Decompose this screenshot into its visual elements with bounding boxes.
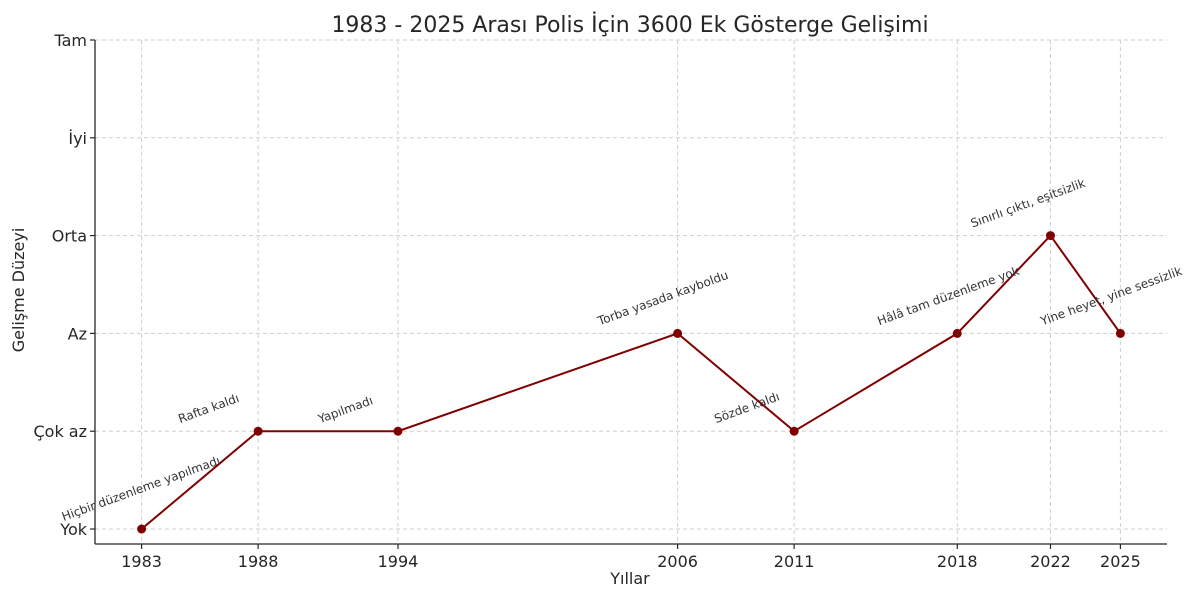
x-tick-label: 1994 <box>378 552 419 571</box>
x-axis-label: Yıllar <box>609 569 650 588</box>
x-tick-label: 1988 <box>238 552 279 571</box>
data-point <box>393 426 403 436</box>
point-annotation: Rafta kaldı <box>176 391 241 426</box>
x-tick-label: 2018 <box>937 552 978 571</box>
x-tick-label: 1983 <box>121 552 162 571</box>
data-point <box>789 426 799 436</box>
y-tick-label: Orta <box>52 227 87 246</box>
annotations: Hiçbir düzenleme yapılmadı Rafta kaldı Yap… <box>60 176 1184 524</box>
point-annotation: Sınırlı çıktı, eşitsizlik <box>969 176 1088 231</box>
x-tick-label: 2025 <box>1100 552 1141 571</box>
series <box>137 231 1125 534</box>
y-tick-label: İyi <box>68 129 87 148</box>
y-tick-label: Tam <box>53 31 87 50</box>
y-tick-label: Çok az <box>33 422 87 441</box>
y-tick-labels: Yok Çok az Az Orta İyi Tam <box>33 31 87 539</box>
y-tick-label: Yok <box>59 520 87 539</box>
data-point <box>1045 231 1055 241</box>
x-tick-labels: 1983 1988 1994 2006 2011 2018 2022 2025 <box>121 552 1141 571</box>
data-point <box>952 328 962 338</box>
point-annotation: Yapılmadı <box>315 393 375 426</box>
point-annotation: Torba yasada kayboldu <box>595 268 730 329</box>
x-tick-label: 2022 <box>1030 552 1071 571</box>
point-annotation: Hâlâ tam düzenleme yok <box>875 264 1021 328</box>
data-point <box>673 328 683 338</box>
y-axis-label: Gelişme Düzeyi <box>9 228 28 353</box>
grid-lines <box>95 39 1167 544</box>
chart-title: 1983 - 2025 Arası Polis İçin 3600 Ek Gös… <box>331 12 928 38</box>
series-line <box>140 234 1122 530</box>
y-tick-label: Az <box>68 324 87 343</box>
point-annotation: Sözde kaldı <box>712 389 781 426</box>
point-annotation: Hiçbir düzenleme yapılmadı <box>60 453 222 523</box>
data-point <box>137 524 147 534</box>
x-tick-label: 2011 <box>774 552 815 571</box>
axes <box>90 39 1167 549</box>
x-tick-label: 2006 <box>657 552 698 571</box>
data-point <box>253 426 263 436</box>
data-point <box>1115 328 1125 338</box>
